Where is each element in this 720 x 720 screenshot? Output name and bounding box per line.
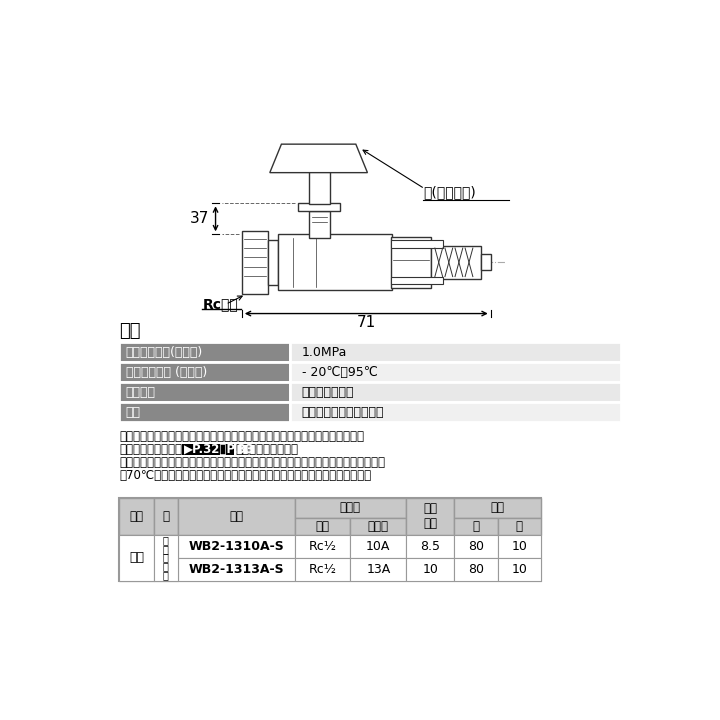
Text: 呼び径: 呼び径 xyxy=(340,501,361,514)
Bar xyxy=(120,534,153,557)
Bar xyxy=(454,498,541,518)
Bar xyxy=(482,254,490,271)
Bar xyxy=(294,518,351,534)
Text: 71: 71 xyxy=(356,315,376,330)
Text: 10A: 10A xyxy=(366,539,390,552)
Bar xyxy=(351,534,406,557)
Text: Rc½: Rc½ xyxy=(308,539,336,552)
Text: 管の使用温度別最高使用圧力: 管の使用温度別最高使用圧力 xyxy=(120,443,225,456)
Bar xyxy=(498,557,541,581)
Text: 使用温度範囲 (バルブ): 使用温度範囲 (バルブ) xyxy=(126,366,207,379)
Text: - 20℃～95℃: - 20℃～95℃ xyxy=(302,366,377,379)
Bar xyxy=(498,518,541,534)
Text: ・70℃を超える湯を常時通水または循環する配管には使用しないで下さい。: ・70℃を超える湯を常時通水または循環する配管には使用しないで下さい。 xyxy=(120,469,372,482)
Text: 共用: 共用 xyxy=(129,551,144,564)
Text: 8.5: 8.5 xyxy=(420,539,440,552)
Bar xyxy=(179,498,294,534)
Text: 色(ハンドル): 色(ハンドル) xyxy=(423,186,476,199)
Text: 冷温水・不凍液: 冷温水・不凍液 xyxy=(302,386,354,399)
Bar xyxy=(290,362,621,382)
Bar xyxy=(309,171,330,204)
Text: 小: 小 xyxy=(516,520,523,533)
Text: 仕様: 仕様 xyxy=(120,323,141,341)
Text: 最小
内径: 最小 内径 xyxy=(423,502,437,530)
Text: Rcねじ: Rcねじ xyxy=(202,297,238,311)
Bar xyxy=(454,557,498,581)
Bar xyxy=(351,557,406,581)
Bar xyxy=(498,534,541,557)
Bar xyxy=(269,240,277,285)
Bar xyxy=(242,231,269,294)
Bar xyxy=(406,498,454,534)
Bar xyxy=(179,557,294,581)
Text: 13A: 13A xyxy=(366,563,390,576)
Bar xyxy=(290,402,621,422)
Text: Rc½: Rc½ xyxy=(308,563,336,576)
Bar xyxy=(294,498,406,518)
Polygon shape xyxy=(270,144,367,173)
Text: 用途: 用途 xyxy=(126,405,140,418)
Bar xyxy=(120,557,153,581)
Bar xyxy=(153,498,179,534)
Text: 給水・給湯・暖房・融雪: 給水・給湯・暖房・融雪 xyxy=(302,405,384,418)
Bar xyxy=(120,534,153,581)
Text: 80: 80 xyxy=(468,563,484,576)
Bar xyxy=(406,557,454,581)
Bar xyxy=(120,402,290,422)
Bar xyxy=(309,211,330,238)
Bar xyxy=(294,534,351,557)
Bar xyxy=(153,534,179,581)
Text: 大: 大 xyxy=(472,520,480,533)
Text: 80: 80 xyxy=(468,539,484,552)
Bar xyxy=(181,444,234,455)
Text: WB2-1310A-S: WB2-1310A-S xyxy=(189,539,284,552)
Text: ・上記は継手部の仕様のため、実使用においての流体圧力と流体温度は、樹脂: ・上記は継手部の仕様のため、実使用においての流体圧力と流体温度は、樹脂 xyxy=(120,430,364,443)
Bar xyxy=(290,342,621,362)
Bar xyxy=(120,362,290,382)
Text: 1.0MPa: 1.0MPa xyxy=(302,346,347,359)
Bar xyxy=(277,234,392,290)
Bar xyxy=(120,342,290,362)
Bar xyxy=(179,534,294,557)
Text: ア
イ
ボ
リ
ー: ア イ ボ リ ー xyxy=(163,535,169,580)
Bar xyxy=(120,498,541,581)
Text: 37: 37 xyxy=(190,212,210,226)
Bar xyxy=(351,518,406,534)
Text: ▶P.32・P.33: ▶P.32・P.33 xyxy=(184,443,255,456)
Text: WB2-1313A-S: WB2-1313A-S xyxy=(189,563,284,576)
Bar xyxy=(454,518,498,534)
Text: ねじ: ねじ xyxy=(315,520,330,533)
Bar xyxy=(454,534,498,557)
Text: 最高許容圧力(バルブ): 最高許容圧力(バルブ) xyxy=(126,346,203,359)
Bar xyxy=(391,240,443,248)
Text: をご確認下さい。: をご確認下さい。 xyxy=(236,443,299,456)
Text: 品番: 品番 xyxy=(230,510,243,523)
Bar xyxy=(406,534,454,557)
Text: ・冷温水、不凍液以外には使用しないで下さい。灏油等の油類には使用できません。: ・冷温水、不凍液以外には使用しないで下さい。灏油等の油類には使用できません。 xyxy=(120,456,385,469)
Text: 入数: 入数 xyxy=(490,501,505,514)
Bar xyxy=(120,498,153,534)
Bar xyxy=(391,237,431,288)
Bar xyxy=(297,204,340,211)
Bar xyxy=(120,382,290,402)
Bar xyxy=(294,557,351,581)
Text: 10: 10 xyxy=(511,563,527,576)
Text: 適用: 適用 xyxy=(130,510,143,523)
Bar xyxy=(431,246,482,279)
Bar xyxy=(153,534,179,557)
Text: 使用流体: 使用流体 xyxy=(126,386,156,399)
Bar xyxy=(290,382,621,402)
Text: 色: 色 xyxy=(163,510,169,523)
Text: 10: 10 xyxy=(423,563,438,576)
Bar xyxy=(391,276,443,284)
Text: 10: 10 xyxy=(511,539,527,552)
Text: 樹脂管: 樹脂管 xyxy=(368,520,389,533)
Bar xyxy=(153,557,179,581)
